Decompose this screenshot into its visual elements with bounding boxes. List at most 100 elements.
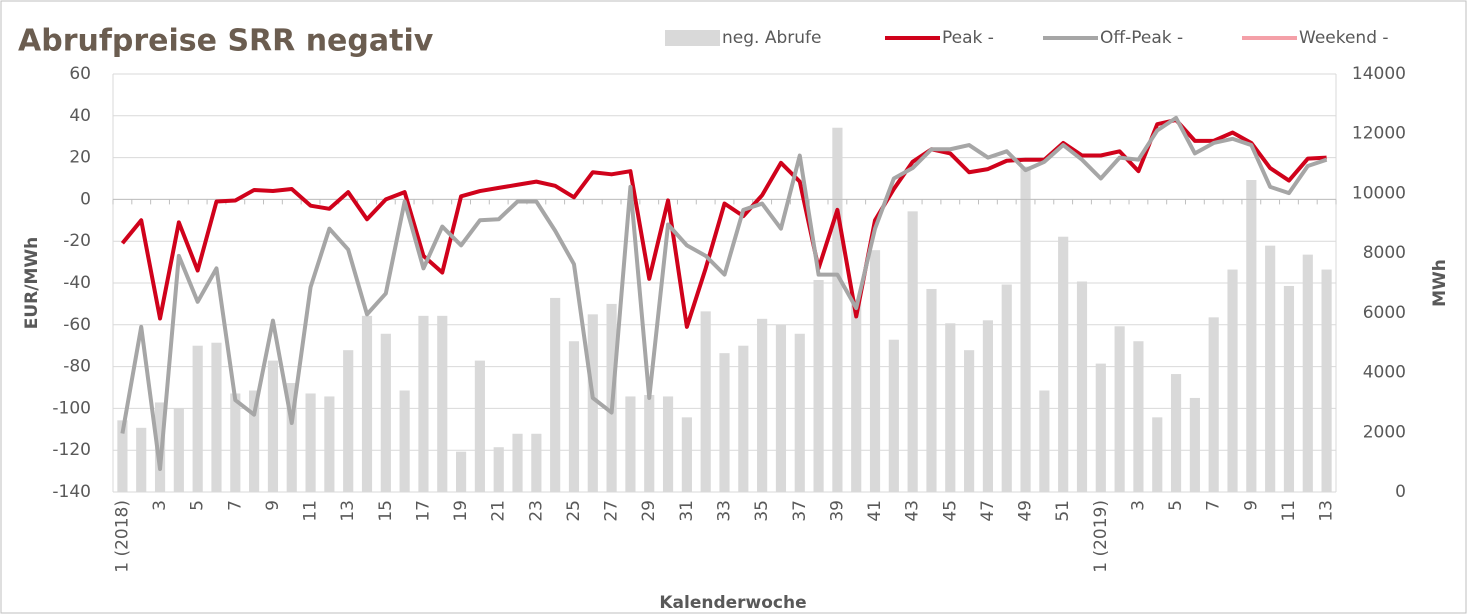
- bar: [380, 333, 391, 492]
- x-tick-label: 7: [225, 500, 245, 511]
- x-tick-label: 51: [1053, 500, 1073, 522]
- bar: [662, 396, 674, 492]
- bar: [719, 353, 730, 492]
- x-tick-label: 13: [1317, 500, 1337, 522]
- bar: [1208, 317, 1219, 492]
- bar: [757, 318, 768, 492]
- bar: [418, 315, 429, 492]
- bar: [832, 127, 843, 492]
- bar: [136, 427, 147, 492]
- bar: [512, 433, 523, 492]
- bar: [644, 394, 655, 492]
- bar: [1283, 285, 1295, 492]
- line: [120, 115, 1328, 472]
- x-tick-label: 11: [1279, 500, 1299, 522]
- bar: [1321, 269, 1332, 492]
- x-tick-label: 1 (2018): [112, 500, 132, 573]
- bar: [587, 314, 598, 492]
- bar: [1058, 236, 1069, 492]
- y-tick-label: -60: [63, 315, 91, 335]
- y2-tick-label: 10000: [1352, 183, 1406, 203]
- bar: [794, 333, 805, 492]
- x-tick-label: 9: [263, 500, 283, 511]
- x-tick-label: 13: [338, 500, 358, 522]
- bar: [1265, 245, 1276, 492]
- bar: [926, 288, 937, 492]
- x-tick-label: 47: [978, 500, 998, 522]
- x-tick-label: 3: [1128, 500, 1148, 511]
- x-tick-label: 3: [150, 500, 170, 511]
- bar: [700, 311, 711, 492]
- x-tick-label: 25: [564, 500, 584, 522]
- bar: [1246, 179, 1257, 492]
- y-tick-label: -100: [52, 398, 91, 418]
- y2-tick-label: 6000: [1363, 303, 1406, 323]
- bar: [1152, 417, 1163, 492]
- y-tick-label: -140: [52, 482, 91, 502]
- bar: [1189, 397, 1200, 492]
- bar: [851, 299, 862, 492]
- bar: [1076, 281, 1088, 492]
- x-tick-label: 11: [301, 500, 321, 522]
- y-tick-label: 0: [80, 189, 91, 209]
- x-tick-label: 37: [790, 500, 810, 522]
- x-tick-label: 23: [526, 500, 546, 522]
- bar: [1170, 374, 1182, 492]
- x-tick-label: 9: [1241, 500, 1261, 511]
- bar: [888, 339, 899, 492]
- chart-title: Abrufpreise SRR negativ: [18, 24, 434, 59]
- y2-axis-label: MWh: [1430, 259, 1450, 307]
- legend-swatch: [665, 30, 720, 46]
- y2-tick-label: 2000: [1363, 422, 1406, 442]
- bar: [474, 360, 485, 492]
- bar: [305, 393, 316, 492]
- bar: [192, 345, 203, 492]
- bar: [211, 342, 222, 492]
- bar: [568, 341, 580, 492]
- y-tick-label: -20: [63, 231, 91, 251]
- bar: [813, 280, 824, 492]
- bar: [982, 320, 993, 492]
- legend-label: neg. Abrufe: [722, 28, 821, 48]
- bar: [738, 345, 749, 492]
- bar: [343, 350, 354, 492]
- x-tick-label: 21: [489, 500, 509, 522]
- y-tick-label: 40: [69, 106, 91, 126]
- bar: [456, 451, 467, 492]
- bar: [775, 324, 787, 492]
- bar: [1095, 363, 1106, 492]
- bar: [361, 315, 373, 492]
- x-tick-label: 39: [827, 500, 847, 522]
- bar: [1114, 326, 1125, 492]
- bar: [625, 396, 636, 492]
- x-tick-label: 15: [376, 500, 396, 522]
- bar: [907, 211, 918, 493]
- bar: [173, 408, 184, 492]
- y-tick-label: -80: [63, 357, 91, 377]
- bar: [249, 390, 260, 492]
- x-tick-label: 5: [1166, 500, 1186, 511]
- x-tick-label: 17: [413, 500, 433, 522]
- bar: [493, 447, 504, 492]
- bar: [267, 360, 279, 492]
- y-axis-label: EUR/MWh: [22, 237, 42, 330]
- x-tick-label: 33: [715, 500, 735, 522]
- x-tick-label: 29: [639, 500, 659, 522]
- x-tick-label: 35: [752, 500, 772, 522]
- legend-label: Off-Peak -: [1100, 28, 1183, 48]
- x-tick-label: 41: [865, 500, 885, 522]
- y2-tick-label: 8000: [1363, 243, 1406, 263]
- bar: [945, 323, 956, 492]
- y2-tick-label: 0: [1395, 482, 1406, 502]
- bar: [681, 417, 692, 492]
- bar: [964, 350, 975, 492]
- bar: [550, 297, 561, 492]
- legend-label: Weekend -: [1299, 28, 1389, 48]
- bar: [1020, 166, 1031, 493]
- bar: [531, 433, 542, 492]
- bar: [1001, 284, 1012, 492]
- x-tick-label: 5: [188, 500, 208, 511]
- bar: [117, 420, 128, 492]
